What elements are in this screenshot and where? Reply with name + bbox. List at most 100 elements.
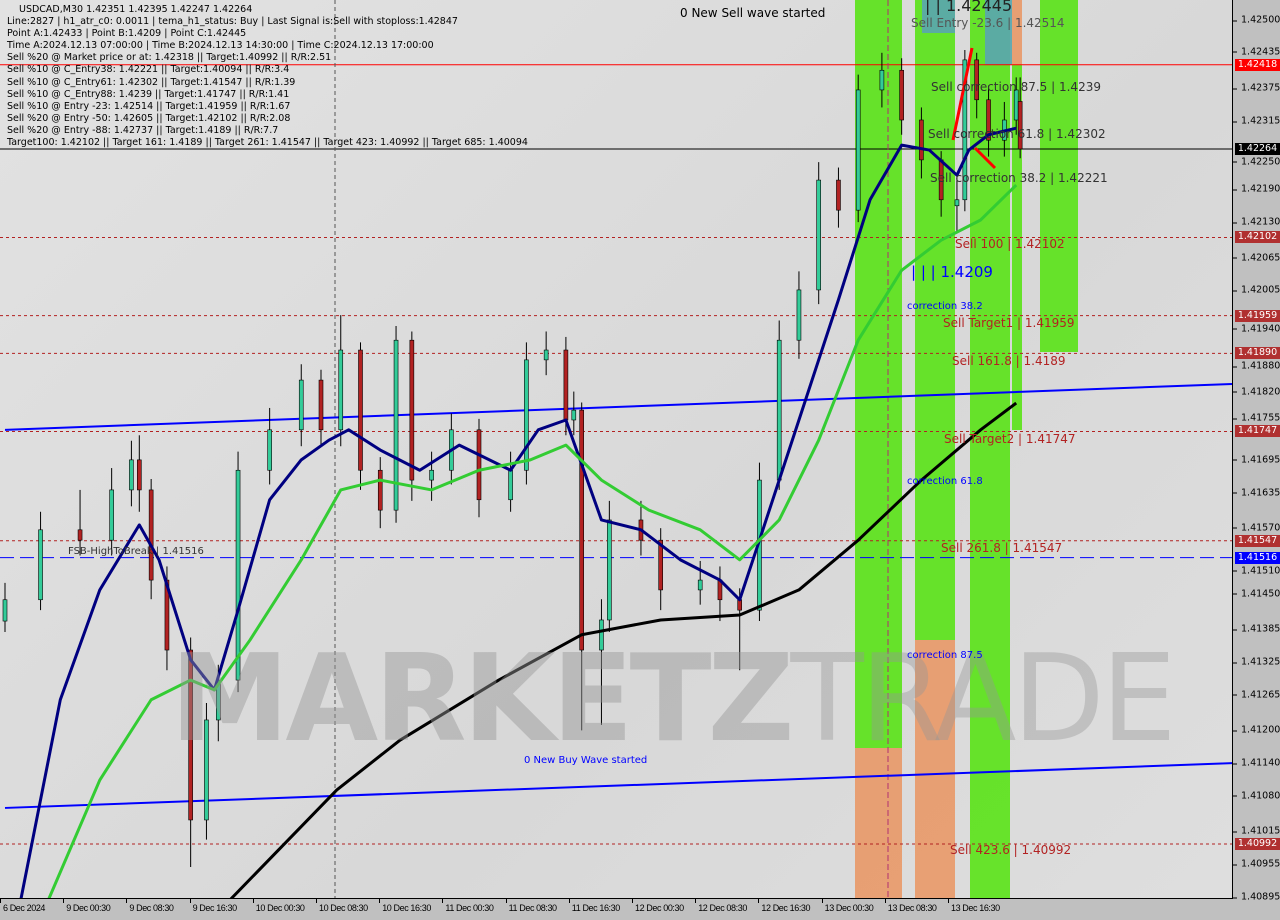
price-level-tag: 1.41547 bbox=[1235, 534, 1280, 547]
signal-zone bbox=[855, 748, 902, 898]
x-tick-label: 9 Dec 08:30 bbox=[126, 899, 174, 913]
signal-zone bbox=[915, 640, 955, 898]
sell-target1-label: Sell Target1 | 1.41959 bbox=[943, 316, 1075, 330]
correction-382-label: correction 38.2 bbox=[907, 301, 983, 312]
candle-body bbox=[109, 489, 114, 541]
info-line: Target100: 1.42102 || Target 161: 1.4189… bbox=[7, 137, 528, 149]
y-tick-label: 1.41080 bbox=[1232, 790, 1280, 802]
point-b-label: | | | 1.4209 bbox=[911, 263, 993, 281]
x-tick-label: 11 Dec 08:30 bbox=[505, 899, 557, 913]
candle-body bbox=[776, 339, 782, 481]
y-tick-label: 1.41265 bbox=[1232, 689, 1280, 701]
symbol-title: USDCAD,M30 1.42351 1.42395 1.42247 1.422… bbox=[19, 4, 253, 15]
y-tick-label: 1.41635 bbox=[1232, 487, 1280, 499]
x-tick-label: 11 Dec 00:30 bbox=[442, 899, 494, 913]
y-tick-label: 1.41450 bbox=[1232, 588, 1280, 600]
time-axis[interactable]: 6 Dec 2024 9 Dec 00:30 9 Dec 08:30 9 Dec 16… bbox=[0, 899, 1232, 920]
sell-correction-618-label: Sell correction 61.8 | 1.42302 bbox=[928, 127, 1106, 141]
candle-body bbox=[267, 429, 272, 471]
y-tick-label: 1.42130 bbox=[1232, 216, 1280, 228]
wave-line bbox=[951, 47, 974, 141]
y-tick-label: 1.42065 bbox=[1232, 252, 1280, 264]
candle-body bbox=[836, 179, 841, 211]
signal-zone bbox=[1012, 0, 1022, 65]
y-tick-label: 1.40895 bbox=[1232, 891, 1280, 903]
correction-618-label: correction 61.8 bbox=[907, 476, 983, 487]
watermark-logo: MARKETZTRADE bbox=[170, 630, 1177, 769]
chart-plot-area[interactable]: MARKETZTRADE USDCAD,M30 1.42351 1.42395 … bbox=[0, 0, 1233, 899]
y-tick-label: 1.41325 bbox=[1232, 656, 1280, 668]
x-tick-label: 6 Dec 2024 bbox=[0, 899, 46, 913]
candle-body bbox=[919, 119, 924, 161]
info-line: Sell %10 @ C_Entry61: 1.42302 || Target:… bbox=[7, 76, 296, 88]
info-line: Sell %10 @ Entry -23: 1.42514 || Target:… bbox=[7, 100, 291, 112]
candle-body bbox=[962, 59, 968, 201]
price-level-tag: 1.41516 bbox=[1235, 551, 1280, 564]
x-tick-label: 10 Dec 08:30 bbox=[316, 899, 368, 913]
y-tick-label: 1.42500 bbox=[1232, 14, 1280, 26]
candle-body bbox=[543, 349, 549, 361]
sell-correction-382-label: Sell correction 38.2 | 1.42221 bbox=[930, 171, 1108, 185]
moving-average-line bbox=[47, 183, 1018, 898]
y-tick-label: 1.42005 bbox=[1232, 284, 1280, 296]
candle-body bbox=[476, 429, 482, 501]
price-axis[interactable]: 1.42500 1.42435 1.42375 1.42315 1.42250 1.421… bbox=[1232, 0, 1280, 903]
price-level-tag: 1.42418 bbox=[1235, 58, 1280, 71]
candle-body bbox=[38, 529, 43, 601]
y-tick-label: 1.41200 bbox=[1232, 724, 1280, 736]
candle-body bbox=[338, 349, 344, 431]
x-tick-label: 10 Dec 00:30 bbox=[252, 899, 305, 913]
y-tick-label: 1.42435 bbox=[1232, 46, 1280, 58]
y-tick-label: 1.41880 bbox=[1232, 360, 1280, 372]
candle-body bbox=[508, 469, 513, 501]
y-tick-label: 1.41695 bbox=[1232, 454, 1280, 466]
y-tick-label: 1.42190 bbox=[1232, 183, 1280, 195]
candle-body bbox=[429, 469, 434, 481]
info-line: Sell %10 @ C_Entry88: 1.4239 || Target:1… bbox=[7, 88, 290, 100]
candle-body bbox=[377, 469, 383, 511]
sell-correction-875-label: Sell correction 87.5 | 1.4239 bbox=[931, 80, 1101, 94]
sell-1618-label: Sell 161.8 | 1.4189 bbox=[952, 354, 1066, 368]
y-tick-label: 1.41140 bbox=[1232, 757, 1280, 769]
candle-body bbox=[697, 579, 703, 591]
signal-zone bbox=[985, 0, 1012, 65]
moving-average-line bbox=[229, 401, 1018, 898]
candle-body bbox=[235, 469, 241, 681]
sell-4236-label: Sell 423.6 | 1.40992 bbox=[950, 843, 1072, 857]
trend-line bbox=[4, 382, 1232, 431]
point-c-label: | | 1.42445 bbox=[925, 0, 1013, 15]
price-level-tag: 1.41890 bbox=[1235, 347, 1280, 360]
candle-body bbox=[318, 379, 324, 431]
trend-line bbox=[4, 762, 1232, 809]
y-tick-label: 1.41755 bbox=[1232, 412, 1280, 424]
candle-body bbox=[954, 199, 960, 207]
signal-zone bbox=[1012, 65, 1022, 430]
candle-body bbox=[393, 339, 399, 511]
signal-zone bbox=[1040, 0, 1078, 352]
price-level-tag: 1.41747 bbox=[1235, 425, 1280, 438]
info-line: Sell %20 @ Entry -50: 1.42605 || Target:… bbox=[7, 112, 291, 124]
signal-zone bbox=[922, 0, 955, 33]
candle-body bbox=[77, 529, 83, 541]
candle-body bbox=[986, 99, 991, 141]
candle-body bbox=[188, 649, 193, 821]
y-tick-label: 1.41570 bbox=[1232, 522, 1280, 534]
candle-body bbox=[524, 359, 529, 471]
info-line: Point A:1.42433 | Point B:1.4209 | Point… bbox=[7, 28, 247, 40]
sell-entry-label: Sell Entry -23.6 | 1.42514 bbox=[911, 16, 1065, 30]
candle-body bbox=[204, 719, 209, 821]
sell-2618-label: Sell 261.8 | 1.41547 bbox=[941, 541, 1063, 555]
candle-body bbox=[148, 489, 154, 581]
y-tick-label: 1.41015 bbox=[1232, 825, 1280, 837]
price-level-tag: 1.40992 bbox=[1235, 838, 1280, 850]
y-tick-label: 1.41820 bbox=[1232, 386, 1280, 398]
y-tick-label: 1.42250 bbox=[1232, 156, 1280, 168]
indicator-info-panel: USDCAD,M30 1.42351 1.42395 1.42247 1.422… bbox=[7, 4, 528, 149]
candle-body bbox=[2, 599, 8, 622]
price-chart bbox=[0, 0, 1232, 898]
y-tick-label: 1.40955 bbox=[1232, 858, 1280, 870]
y-tick-label: 1.42315 bbox=[1232, 115, 1280, 127]
x-tick-label: 9 Dec 00:30 bbox=[63, 899, 111, 913]
price-level-tag: 1.41959 bbox=[1235, 309, 1280, 322]
new-buy-wave-label: 0 New Buy Wave started bbox=[524, 755, 648, 766]
